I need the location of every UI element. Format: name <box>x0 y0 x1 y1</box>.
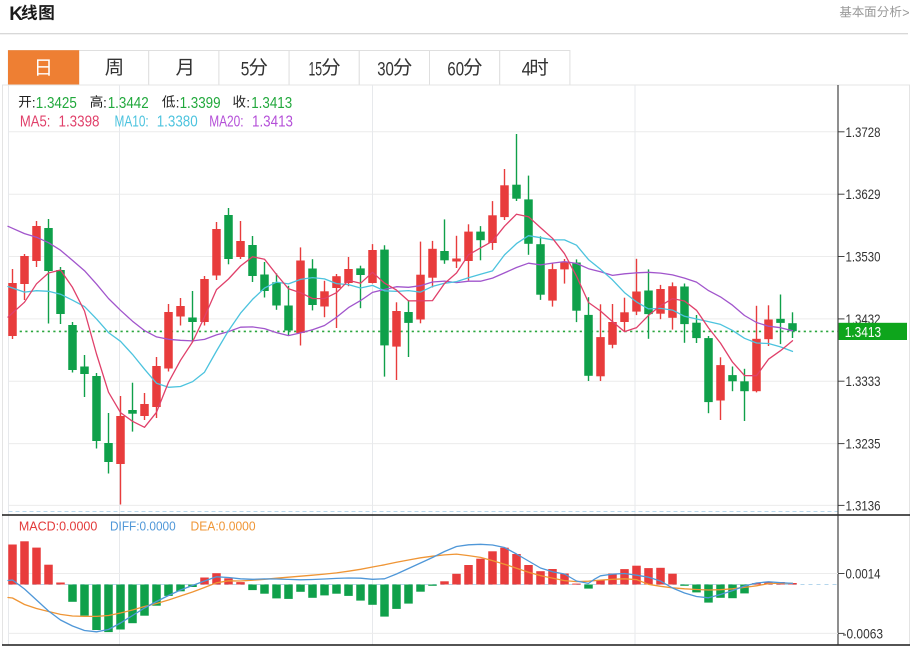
svg-text:DIFF:0.0000: DIFF:0.0000 <box>110 519 176 533</box>
svg-text:1.3333: 1.3333 <box>846 373 881 389</box>
svg-text:1.3413: 1.3413 <box>252 113 293 130</box>
svg-text:MA20:: MA20: <box>209 113 243 130</box>
svg-text:1.3442: 1.3442 <box>108 95 149 112</box>
svg-text::: : <box>176 95 180 111</box>
svg-text::: : <box>103 95 107 111</box>
svg-text:1.3530: 1.3530 <box>846 249 881 265</box>
svg-text:K: K <box>9 4 23 25</box>
svg-text:30: 30 <box>377 60 394 81</box>
svg-text:MA10:: MA10: <box>115 113 149 130</box>
svg-text:1.3380: 1.3380 <box>157 113 198 130</box>
svg-text:15: 15 <box>309 60 323 81</box>
svg-text:5: 5 <box>241 60 250 81</box>
svg-text:1.3629: 1.3629 <box>846 186 881 202</box>
svg-text:1.3413: 1.3413 <box>251 95 292 112</box>
svg-text:-0.0063: -0.0063 <box>843 625 884 641</box>
svg-text:4: 4 <box>522 60 532 81</box>
svg-text::: : <box>246 95 250 111</box>
svg-text:1.3399: 1.3399 <box>180 95 221 112</box>
svg-text:1.3413: 1.3413 <box>845 324 881 341</box>
svg-text:60: 60 <box>447 60 464 81</box>
svg-text:1.3425: 1.3425 <box>36 95 77 112</box>
svg-text::: : <box>32 95 36 111</box>
svg-text:DEA:0.0000: DEA:0.0000 <box>191 519 256 533</box>
svg-text:>: > <box>902 6 909 20</box>
svg-text:0.0014: 0.0014 <box>846 566 881 582</box>
svg-text:1.3728: 1.3728 <box>846 124 881 140</box>
svg-text:MA5:: MA5: <box>20 113 51 130</box>
svg-text:MACD:0.0000: MACD:0.0000 <box>19 519 97 533</box>
svg-text:1.3235: 1.3235 <box>846 436 881 452</box>
svg-text:1.3136: 1.3136 <box>846 497 881 513</box>
svg-text:1.3398: 1.3398 <box>59 113 100 130</box>
